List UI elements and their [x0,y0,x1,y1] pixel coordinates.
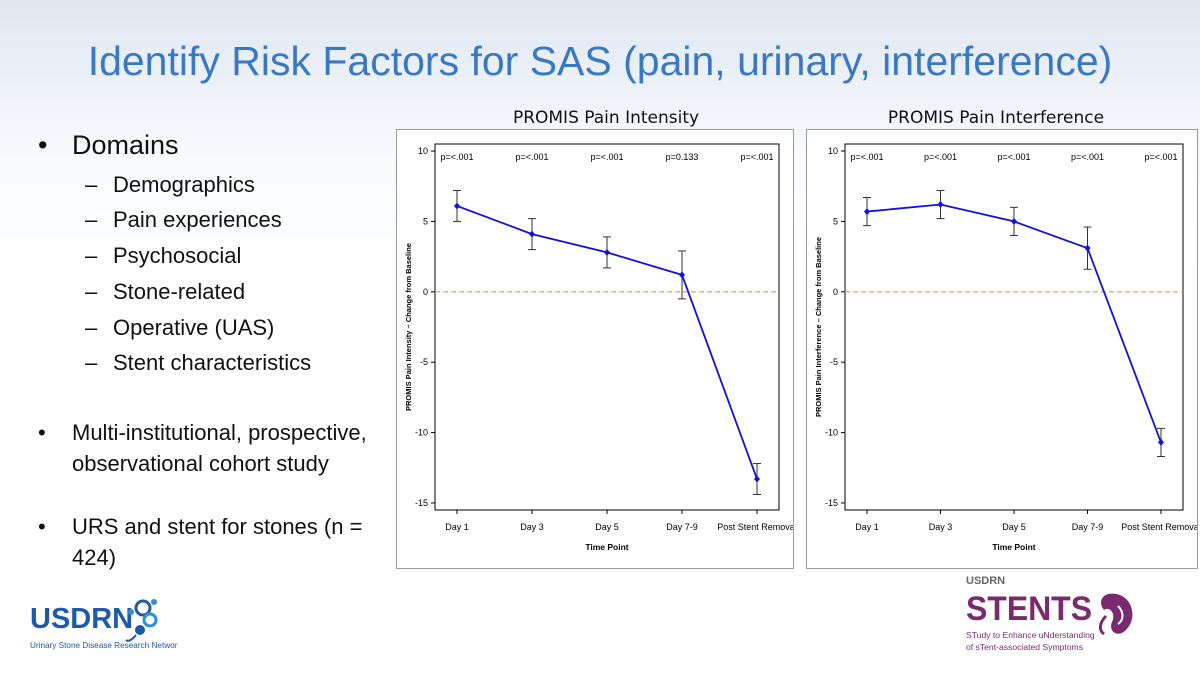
sub-item-pain-experiences: – Pain experiences [85,207,282,232]
usdrn-logo-svg: USDRN Urinary Stone Disease Research Net… [30,599,182,650]
y-tick-label: 10 [828,146,838,156]
x-tick-label: Day 1 [855,522,879,532]
y-axis-label: PROMIS Pain Intensity – Change from Base… [404,243,413,411]
sub-item-demographics: – Demographics [85,172,255,197]
x-tick-label: Post Stent Removal [1121,522,1197,532]
x-tick-label: Day 1 [445,522,469,532]
plot-area [844,143,1184,511]
kidney-icon [1098,593,1133,636]
p-value-label: p=<.001 [850,152,883,162]
bullet-dot: • [38,130,48,160]
sub-item-operative: – Operative (UAS) [85,315,275,340]
p-value-label: p=<.001 [740,152,773,162]
x-tick-label: Post Stent Removal [717,522,793,532]
series-line [866,203,1162,443]
y-tick-label: -5 [420,357,428,367]
data-point [754,475,760,483]
y-tick-label: 10 [418,146,428,156]
p-value-label: p=<.001 [440,152,473,162]
data-point [604,248,610,256]
p-value-label: p=<.001 [924,152,957,162]
y-tick-label: -10 [415,428,428,438]
x-tick-label: Day 7-9 [1072,522,1104,532]
y-tick-label: -15 [825,498,838,508]
stents-logo-sub2: of sTent-associated Symptoms [966,642,1083,652]
y-tick-label: 0 [833,287,838,297]
data-point [1011,217,1017,225]
chart-1-title: PROMIS Pain Intensity [512,108,700,128]
x-tick-label: Day 3 [929,522,953,532]
y-tick-label: -15 [415,498,428,508]
data-point [529,230,535,238]
chart-1-svg: 10 5 0 -5 -10 -15 Day 1 Day 3 Day 5 Day 7-9 Post S… [404,143,793,552]
p-value-label: p=0.133 [666,152,699,162]
p-value-label: p=<.001 [1144,152,1177,162]
stents-logo-text: STENTS [966,590,1092,628]
sub-item-psychosocial: – Psychosocial [85,243,242,268]
p-value-label: p=<.001 [997,152,1030,162]
sub-item-stent-characteristics: – Stent characteristics [85,350,312,375]
stents-logo: USDRN STENTS STudy to Enhance uNderstand… [958,572,1140,658]
data-point [679,271,685,279]
p-value-label: p=<.001 [1071,152,1104,162]
x-tick-label: Day 5 [595,522,619,532]
data-point [864,208,870,216]
p-value-label: p=<.001 [590,152,623,162]
stents-logo-usdrn: USDRN [966,575,1005,587]
x-axis-label: Time Point [992,542,1035,552]
sub-item-stone-related: – Stone-related [85,279,246,304]
bullet-domains-text: Domains [72,130,179,160]
usdrn-logo-text: USDRN [30,603,133,635]
bullet-study-text: Multi-institutional, prospective, observ… [72,420,367,476]
plot-area [434,143,780,511]
x-tick-label: Day 5 [1002,522,1026,532]
chart-2-title: PROMIS Pain Interference [887,108,1105,128]
kidney-network-icon [125,599,158,642]
y-tick-label: 5 [833,216,838,226]
y-tick-label: -5 [830,357,838,367]
x-tick-label: Day 3 [520,522,544,532]
usdrn-logo-subtitle: Urinary Stone Disease Research Network [30,641,178,650]
bullet-urs-text: URS and stent for stones (n = 424) [72,514,363,570]
y-axis-label: PROMIS Pain Interference – Change from B… [814,237,823,417]
p-value-label: p=<.001 [515,152,548,162]
chart-1-frame: 10 5 0 -5 -10 -15 Day 1 Day 3 Day 5 Day 7-9 Post S… [396,129,794,569]
usdrn-logo: USDRN Urinary Stone Disease Research Net… [28,590,182,650]
stents-logo-svg: USDRN STENTS STudy to Enhance uNderstand… [966,575,1133,652]
slide-title: Identify Risk Factors for SAS (pain, uri… [87,38,1113,84]
data-point [1084,244,1091,252]
y-tick-label: 0 [423,287,428,297]
data-point [1158,438,1164,446]
y-tick-label: -10 [825,428,838,438]
x-tick-label: Day 7-9 [666,522,698,532]
x-axis-label: Time Point [585,542,628,552]
stents-logo-sub1: STudy to Enhance uNderstanding [966,630,1095,640]
chart-2-frame: 10 5 0 -5 -10 -15 Day 1 Day 3 Day 5 Day 7-9 Post S… [806,129,1198,569]
y-tick-label: 5 [423,216,428,226]
data-point [937,201,944,209]
chart-2-svg: 10 5 0 -5 -10 -15 Day 1 Day 3 Day 5 Day 7-9 Post S… [814,143,1197,552]
data-point [454,202,460,210]
